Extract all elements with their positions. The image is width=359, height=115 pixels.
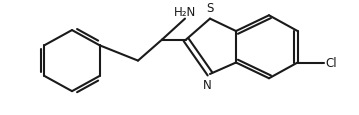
Text: S: S bbox=[206, 2, 214, 15]
Text: H₂N: H₂N bbox=[174, 6, 196, 19]
Text: N: N bbox=[202, 78, 211, 91]
Text: Cl: Cl bbox=[326, 56, 337, 69]
